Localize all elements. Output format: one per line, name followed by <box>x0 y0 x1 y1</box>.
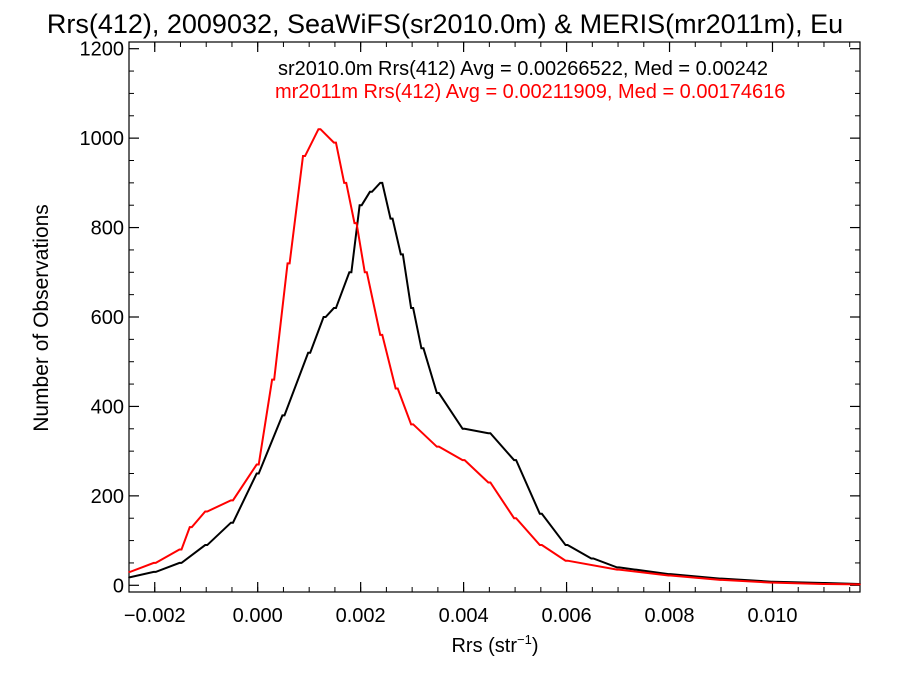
series-1-point <box>411 423 413 426</box>
y-tick-label: 200 <box>91 486 124 508</box>
x-tick-label: 0.002 <box>336 605 386 627</box>
y-tick-label: 400 <box>91 396 124 418</box>
series-1-point <box>395 387 398 390</box>
y-axis: 0 200 400 600 800 1000 1200 <box>80 39 860 597</box>
series-1-point <box>565 559 568 562</box>
series-1-point <box>334 141 336 144</box>
series-1-point <box>488 481 491 484</box>
series-1-point <box>153 562 156 564</box>
series-1-point <box>354 222 357 224</box>
series-0-point <box>565 544 568 546</box>
series-0-point <box>256 472 259 475</box>
series-0-point <box>323 316 326 318</box>
series-0-point <box>205 544 208 546</box>
chart-title: Rrs(412), 2009032, SeaWiFS(sr2010.0m) & … <box>47 9 843 39</box>
series-0-point <box>359 204 362 207</box>
x-tick-label: 0.006 <box>542 605 592 627</box>
x-tick-label: 0.010 <box>747 605 797 627</box>
series-1-point <box>540 544 542 546</box>
series-1-point <box>318 128 321 130</box>
series-0-point <box>370 190 372 193</box>
series-1-point <box>303 155 305 157</box>
series-0-point <box>380 182 383 184</box>
series-1-point <box>205 510 208 513</box>
series-1-point <box>668 574 671 577</box>
series-0-point <box>153 571 156 573</box>
series-1-point <box>231 499 233 502</box>
x-tick-label: −0.002 <box>124 605 186 627</box>
series-1-point <box>771 581 774 584</box>
series-1-point <box>272 378 274 381</box>
series-0-point <box>540 512 542 515</box>
series-1-point <box>287 262 290 265</box>
x-tick-label: 0.008 <box>644 605 694 627</box>
series-1-point <box>179 548 182 551</box>
y-tick-label: 800 <box>91 218 124 240</box>
x-axis-label-close: ) <box>532 635 539 657</box>
series-0-point <box>349 271 352 274</box>
series-0-point <box>411 307 413 309</box>
annotation-sr2010-stats: sr2010.0m Rrs(412) Avg = 0.00266522, Med… <box>278 58 768 80</box>
series-0-point <box>128 576 130 579</box>
annotation-mr2011-stats: mr2011m Rrs(412) Avg = 0.00211909, Med =… <box>275 81 785 103</box>
series-0-point <box>462 427 465 430</box>
series-1-point <box>189 526 192 528</box>
x-axis-label: Rrs (str−1) <box>451 632 538 657</box>
y-tick-label: 0 <box>113 575 124 597</box>
series-layer <box>128 128 861 586</box>
series-1-point <box>462 459 465 461</box>
series-1-point <box>380 334 383 336</box>
series-1-point <box>344 182 347 184</box>
series-1-point <box>823 583 825 585</box>
y-axis-label: Number of Observations <box>30 204 53 432</box>
series-0-point <box>231 521 233 524</box>
series-0-point <box>401 253 403 256</box>
y-tick-label: 600 <box>91 307 124 329</box>
series-0-point <box>390 217 393 220</box>
series-0-point <box>421 347 424 350</box>
series-1-point <box>437 445 439 448</box>
y-tick-label: 1000 <box>80 128 125 150</box>
x-tick-label: 0.000 <box>233 605 283 627</box>
series-0-point <box>179 562 182 564</box>
series-0-point <box>591 557 594 560</box>
series-0-point <box>437 392 439 394</box>
series-0-point <box>308 351 310 354</box>
x-tick-label: 0.004 <box>439 605 489 627</box>
x-axis: −0.002 0.000 0.002 0.004 0.006 0.008 0.010 <box>124 42 851 627</box>
histogram-series-1 <box>129 128 860 586</box>
series-1-point <box>256 463 259 466</box>
series-0-point <box>334 307 336 309</box>
series-0-point <box>488 432 491 435</box>
series-1-point <box>720 579 722 581</box>
series-0-point <box>514 459 516 461</box>
series-1-point <box>365 271 367 274</box>
series-0-point <box>282 414 285 417</box>
series-1-point <box>128 571 130 573</box>
series-0-point <box>617 566 619 569</box>
series-1-point <box>617 568 619 571</box>
x-axis-label-main: Rrs (str <box>451 635 517 657</box>
x-axis-label-superscript: −1 <box>517 632 532 647</box>
series-1-point <box>514 517 516 520</box>
series-1-point <box>859 583 861 586</box>
y-tick-label: 1200 <box>80 39 125 61</box>
